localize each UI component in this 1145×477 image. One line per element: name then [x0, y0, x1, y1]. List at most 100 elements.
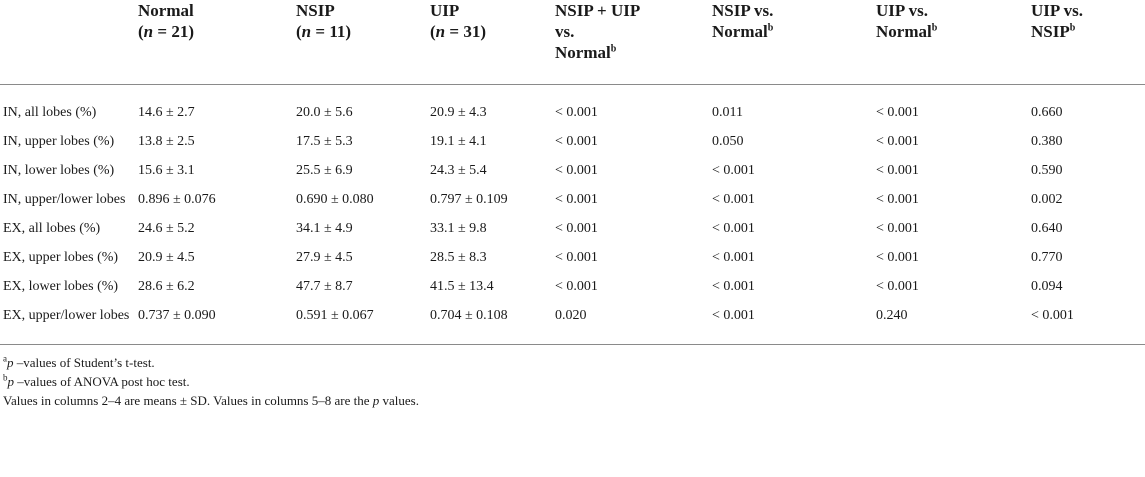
- nsip-vs-normal-p: < 0.001: [712, 191, 755, 207]
- header-cell-nsip: NSIP (n = 11): [296, 0, 430, 85]
- nsip-uip-vs-normal-p: 0.020: [555, 296, 712, 345]
- table-row: EX, all lobes (%) 24.6 ± 5.2 34.1 ± 4.9 33.…: [0, 210, 1145, 239]
- uip-vs-normal-p: < 0.001: [876, 104, 919, 120]
- uip-vs-nsip-p: 0.640: [1031, 220, 1063, 236]
- footnote-a-p: p: [7, 354, 14, 370]
- footnote-note-p: p: [372, 392, 380, 408]
- header-normal-n-value: = 21: [157, 22, 189, 41]
- normal-value: 0.737 ± 0.090: [138, 296, 296, 345]
- nsip-value: 20.0 ± 5.6: [296, 104, 353, 120]
- uip-value: 0.797 ± 0.109: [430, 191, 508, 207]
- nsip-vs-normal-p: < 0.001: [712, 278, 755, 294]
- footnote-b-p: p: [7, 373, 15, 389]
- header-normal-n: n: [143, 22, 154, 41]
- nsip-value: 25.5 ± 6.9: [296, 162, 353, 178]
- uip-value: 28.5 ± 8.3: [430, 249, 487, 265]
- footnote-marker: b: [767, 22, 774, 34]
- row-label: IN, upper lobes (%): [3, 133, 115, 149]
- nsip-vs-normal-p: < 0.001: [712, 220, 755, 236]
- table-row: IN, all lobes (%) 14.6 ± 2.7 20.0 ± 5.6 20.…: [0, 84, 1145, 123]
- uip-vs-normal-p: 0.240: [876, 296, 1031, 345]
- row-label: EX, all lobes (%): [3, 220, 101, 236]
- nsip-uip-vs-normal-p: < 0.001: [555, 278, 598, 294]
- table-container: Normal (n = 21) NSIP (n = 11) UIP (n = 3…: [0, 0, 1145, 410]
- nsip-uip-vs-normal-p: < 0.001: [555, 249, 598, 265]
- header-nsip-label: NSIP: [296, 1, 335, 20]
- normal-value: 24.6 ± 5.2: [138, 220, 195, 236]
- footnote-values-note: Values in columns 2–4 are means ± SD. Va…: [0, 391, 1145, 410]
- uip-vs-normal-p: < 0.001: [876, 162, 919, 178]
- uip-vs-nsip-p: 0.094: [1031, 278, 1063, 294]
- row-label: EX, lower lobes (%): [3, 278, 119, 294]
- header-uip-vs-normal-line2: Normal: [876, 22, 932, 41]
- row-label: EX, upper/lower lobes: [0, 296, 138, 345]
- header-cell-empty: [0, 0, 138, 85]
- nsip-uip-vs-normal-p: < 0.001: [555, 191, 598, 207]
- uip-vs-nsip-p: 0.380: [1031, 133, 1063, 149]
- nsip-value: 0.591 ± 0.067: [296, 296, 430, 345]
- uip-vs-nsip-p: < 0.001: [1031, 296, 1145, 345]
- row-label: IN, all lobes (%): [3, 104, 97, 120]
- nsip-vs-normal-p: 0.011: [712, 104, 743, 120]
- uip-value: 41.5 ± 13.4: [430, 278, 494, 294]
- table-row: EX, upper lobes (%) 20.9 ± 4.5 27.9 ± 4.5 2…: [0, 239, 1145, 268]
- header-uip-label: UIP: [430, 1, 460, 20]
- nsip-value: 17.5 ± 5.3: [296, 133, 353, 149]
- nsip-vs-normal-p: < 0.001: [712, 162, 755, 178]
- uip-vs-nsip-p: 0.660: [1031, 104, 1063, 120]
- nsip-vs-normal-p: 0.050: [712, 133, 744, 149]
- table-row: IN, lower lobes (%) 15.6 ± 3.1 25.5 ± 6.9 2…: [0, 152, 1145, 181]
- nsip-value: 0.690 ± 0.080: [296, 191, 374, 207]
- footnote-marker: b: [931, 22, 938, 34]
- table-row: EX, upper/lower lobes 0.737 ± 0.090 0.591 …: [0, 296, 1145, 345]
- uip-value: 19.1 ± 4.1: [430, 133, 487, 149]
- header-uip-n-value: = 31: [449, 22, 481, 41]
- results-table: Normal (n = 21) NSIP (n = 11) UIP (n = 3…: [0, 0, 1145, 345]
- normal-value: 20.9 ± 4.5: [138, 249, 195, 265]
- header-cell-uip: UIP (n = 31): [430, 0, 555, 85]
- footnote-a-marker: a: [3, 353, 7, 364]
- nsip-vs-normal-p: < 0.001: [712, 249, 755, 265]
- table-body: IN, all lobes (%) 14.6 ± 2.7 20.0 ± 5.6 20.…: [0, 84, 1145, 345]
- uip-vs-normal-p: < 0.001: [876, 249, 919, 265]
- normal-value: 28.6 ± 6.2: [138, 278, 195, 294]
- header-row: Normal (n = 21) NSIP (n = 11) UIP (n = 3…: [0, 0, 1145, 85]
- footnote-b-text: –values of ANOVA post hoc test.: [14, 373, 190, 389]
- header-normal-label: Normal: [138, 1, 194, 20]
- footnote-b-marker: b: [3, 372, 8, 383]
- table-row: EX, lower lobes (%) 28.6 ± 6.2 47.7 ± 8.7 4…: [0, 268, 1145, 297]
- uip-vs-normal-p: < 0.001: [876, 220, 919, 236]
- footnote-note-before: Values in columns 2–4 are means ± SD. Va…: [3, 392, 373, 408]
- nsip-value: 34.1 ± 4.9: [296, 220, 353, 236]
- footnote-b: bp –values of ANOVA post hoc test.: [0, 372, 1145, 391]
- table-footnotes: ap –values of Student’s t-test. bp –valu…: [0, 353, 1145, 410]
- header-nsip-n: n: [301, 22, 312, 41]
- table-row: IN, upper lobes (%) 13.8 ± 2.5 17.5 ± 5.3 1…: [0, 123, 1145, 152]
- nsip-vs-normal-p: < 0.001: [712, 296, 876, 345]
- nsip-uip-vs-normal-p: < 0.001: [555, 133, 598, 149]
- header-uip-n: n: [435, 22, 446, 41]
- uip-vs-normal-p: < 0.001: [876, 191, 919, 207]
- uip-vs-normal-p: < 0.001: [876, 133, 919, 149]
- normal-value: 14.6 ± 2.7: [138, 104, 195, 120]
- table-header: Normal (n = 21) NSIP (n = 11) UIP (n = 3…: [0, 0, 1145, 85]
- nsip-value: 47.7 ± 8.7: [296, 278, 353, 294]
- footnote-a: ap –values of Student’s t-test.: [0, 353, 1145, 372]
- footnote-marker: b: [1069, 22, 1076, 34]
- normal-value: 15.6 ± 3.1: [138, 162, 195, 178]
- header-uip-vs-normal-line1: UIP vs.: [876, 1, 928, 20]
- header-uip-vs-nsip-line2: NSIP: [1031, 22, 1070, 41]
- uip-value: 24.3 ± 5.4: [430, 162, 487, 178]
- uip-vs-nsip-p: 0.002: [1031, 191, 1063, 207]
- header-nsip-uip-line3: Normal: [555, 43, 611, 62]
- nsip-uip-vs-normal-p: < 0.001: [555, 220, 598, 236]
- header-uip-vs-nsip-line1: UIP vs.: [1031, 1, 1083, 20]
- uip-vs-nsip-p: 0.590: [1031, 162, 1063, 178]
- row-label: IN, upper/lower lobes: [3, 191, 126, 207]
- uip-value: 33.1 ± 9.8: [430, 220, 487, 236]
- header-nsip-vs-normal-line2: Normal: [712, 22, 768, 41]
- header-nsip-uip-line1: NSIP + UIP: [555, 1, 641, 20]
- footnote-marker: b: [610, 43, 617, 55]
- nsip-value: 27.9 ± 4.5: [296, 249, 353, 265]
- normal-value: 0.896 ± 0.076: [138, 191, 216, 207]
